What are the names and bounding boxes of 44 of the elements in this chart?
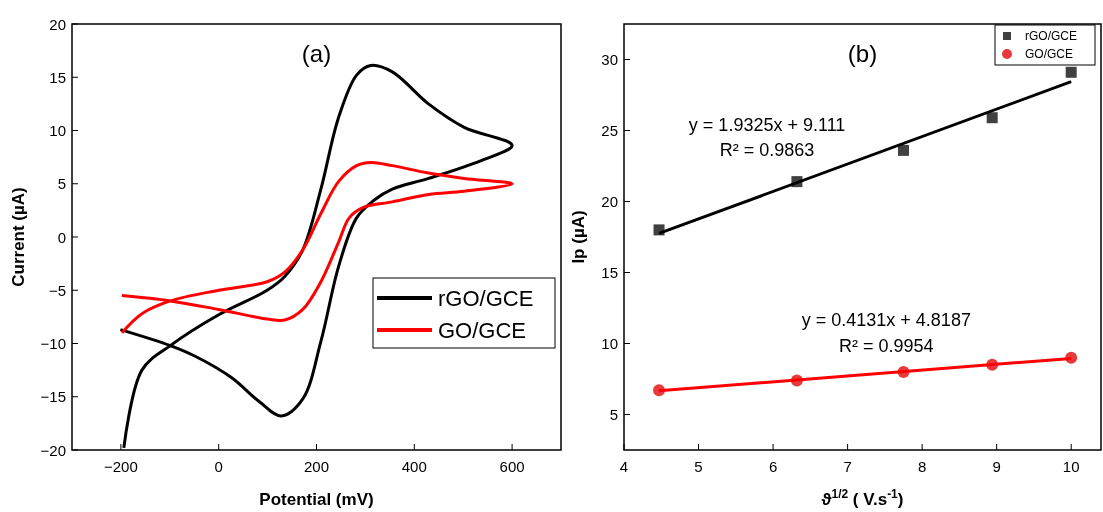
x-tick-label: 200 <box>303 458 330 475</box>
y-tick-label: 15 <box>49 68 66 86</box>
text: (a) <box>301 40 332 67</box>
y-tick-label: 5 <box>609 406 618 423</box>
y-tick-label: 10 <box>49 122 66 139</box>
y-tick-label: 20 <box>49 15 66 33</box>
y-tick-label: −20 <box>40 441 66 459</box>
y-tick-label: 20 <box>601 193 618 210</box>
point <box>986 112 998 124</box>
x-tick-label: 600 <box>499 458 525 475</box>
x-tick-label: −200 <box>104 458 138 475</box>
y-tick-label: 5 <box>57 175 66 193</box>
x-tick-label: 6 <box>768 458 778 475</box>
y-tick-label: 0 <box>57 228 66 246</box>
annotation: y = 1.9325x + 9.111 <box>688 114 846 135</box>
y-tick-label: 25 <box>601 122 618 139</box>
point <box>1065 66 1077 78</box>
y-axis-title: Current (µA) <box>9 187 28 287</box>
text: (b) <box>847 40 878 67</box>
legend-label: GO/GCE <box>1025 47 1074 61</box>
y-tick-label: 15 <box>601 264 618 281</box>
y-tick-label: −5 <box>48 281 66 299</box>
y-tick-label: 30 <box>601 51 618 68</box>
legend-label: rGO/GCE <box>1025 29 1078 43</box>
y-tick-label: −15 <box>40 388 66 406</box>
y-tick-label: −10 <box>40 335 66 352</box>
x-tick-label: 8 <box>917 458 927 475</box>
x-axis-title: Potential (mV) <box>259 490 374 509</box>
y-axis-title: Ip (µA) <box>569 210 588 264</box>
legend-label: rGO/GCE <box>438 285 534 311</box>
x-tick-label: 0 <box>214 458 223 475</box>
annotation: R² = 0.9863 <box>719 140 815 161</box>
x-tick-label: 5 <box>694 458 703 475</box>
x-tick-label: 9 <box>992 458 1001 475</box>
annotation: y = 0.4131x + 4.8187 <box>801 310 971 331</box>
x-tick-label: 400 <box>401 458 427 475</box>
x-tick-label: 10 <box>1062 458 1080 475</box>
x-tick-label: 4 <box>619 458 629 475</box>
x-tick-label: 7 <box>843 458 852 475</box>
y-tick-label: 10 <box>601 335 618 352</box>
annotation: R² = 0.9954 <box>839 336 934 357</box>
x-axis-title: ϑ$^{1/2}$ ( V.s$^{-1}$) <box>821 487 904 509</box>
point <box>897 144 909 156</box>
legend-label: GO/GCE <box>438 317 527 343</box>
